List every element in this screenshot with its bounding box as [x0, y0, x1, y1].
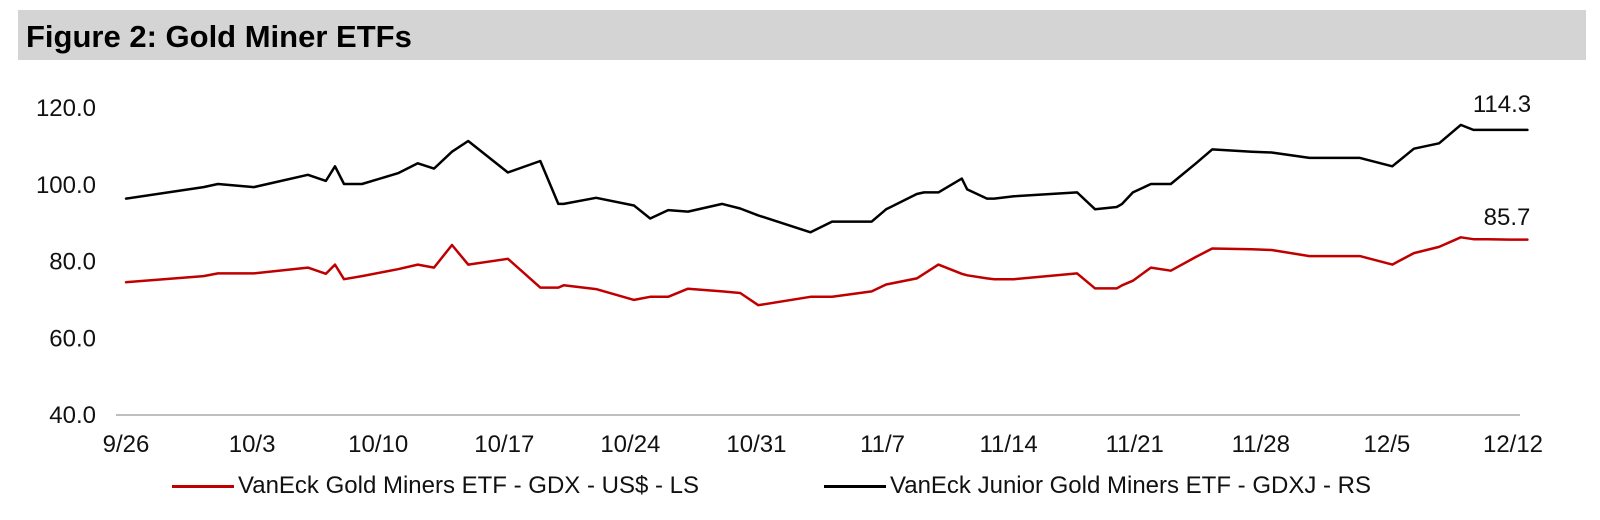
x-tick-label: 10/3: [229, 431, 276, 458]
y-tick-label: 60.0: [49, 325, 96, 352]
legend-label-gdxj: VanEck Junior Gold Miners ETF - GDXJ - R…: [890, 472, 1372, 499]
x-tick-label: 11/28: [1232, 431, 1290, 458]
x-tick-label: 10/31: [726, 431, 786, 458]
x-tick-label: 10/17: [474, 431, 534, 458]
legend-item-gdx: VanEck Gold Miners ETF - GDX - US$ - LS: [172, 472, 699, 500]
chart-title: Figure 2: Gold Miner ETFs: [26, 19, 412, 54]
x-tick-label: 12/5: [1364, 431, 1411, 458]
x-tick-label: 9/26: [103, 431, 150, 458]
x-tick-label: 12/12: [1483, 431, 1543, 458]
x-tick-label: 10/24: [600, 431, 660, 458]
end-label-gdxj: 114.3: [1473, 91, 1531, 118]
y-tick-label: 80.0: [49, 249, 96, 276]
x-tick-label: 11/21: [1106, 431, 1164, 458]
legend-swatch-gdxj: [824, 484, 886, 488]
title-bar: Figure 2: Gold Miner ETFs: [18, 10, 1586, 60]
x-tick-label: 11/14: [979, 431, 1037, 458]
chart: 40.0 60.0 80.0 100.0 120.0 9/26 10/3 10/10 10/17…: [36, 91, 1543, 458]
legend-label-gdx: VanEck Gold Miners ETF - GDX - US$ - LS: [238, 472, 700, 499]
legend-item-gdxj: VanEck Junior Gold Miners ETF - GDXJ - R…: [824, 472, 1371, 500]
series-line-gdxj: [124, 123, 1529, 234]
y-tick-label: 40.0: [49, 402, 96, 429]
y-tick-label: 120.0: [36, 95, 96, 122]
y-tick-label: 100.0: [36, 172, 96, 199]
series-line-gdx: [124, 236, 1529, 307]
x-tick-label: 10/10: [348, 431, 408, 458]
x-tick-label: 11/7: [860, 431, 905, 458]
end-label-gdx: 85.7: [1484, 204, 1531, 231]
legend-swatch-gdx: [172, 484, 234, 488]
